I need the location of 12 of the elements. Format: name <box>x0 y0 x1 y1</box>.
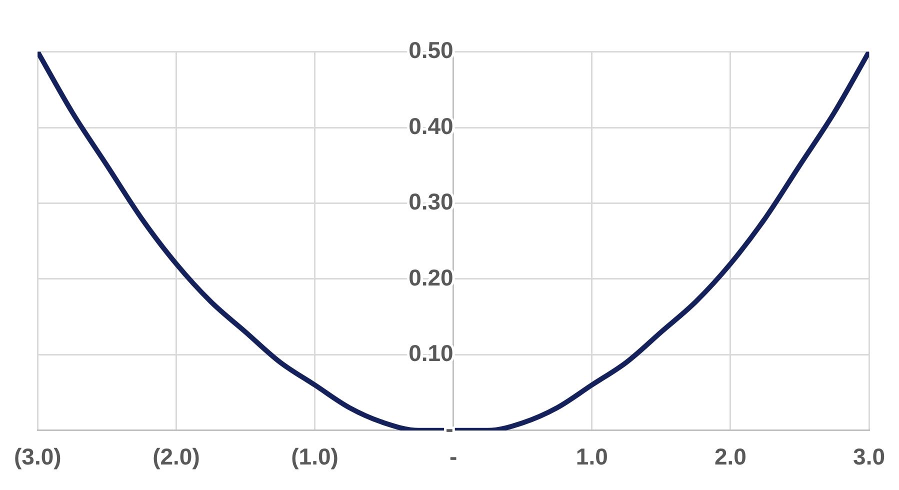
x-tick-label: 3.0 <box>853 444 886 470</box>
y-tick-label: 0.20 <box>408 264 454 290</box>
x-tick-label: (2.0) <box>152 444 200 470</box>
x-tick-label: 2.0 <box>714 444 746 470</box>
x-tick-label: 1.0 <box>576 444 608 470</box>
y-tick-label: - <box>446 416 454 442</box>
x-tick-label: (3.0) <box>14 444 62 470</box>
y-tick-label: 0.50 <box>408 37 454 64</box>
y-tick-label: 0.40 <box>408 112 454 139</box>
x-tick-label: (1.0) <box>291 444 338 470</box>
y-tick-label: 0.10 <box>408 340 454 366</box>
y-tick-label: 0.30 <box>408 188 454 215</box>
